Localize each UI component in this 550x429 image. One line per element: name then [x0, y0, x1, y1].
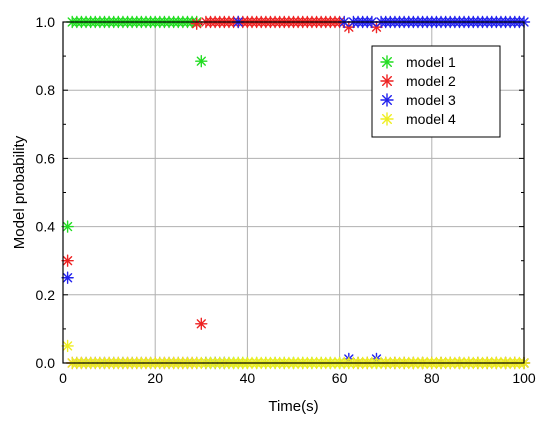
x-axis-label: Time(s)	[268, 398, 318, 415]
y-tick-label: 0.0	[36, 355, 56, 371]
legend-item-model-2: model 2	[380, 73, 456, 89]
data-point	[61, 220, 74, 233]
y-tick-label: 0.2	[36, 287, 56, 303]
legend-item-model-4: model 4	[380, 111, 456, 127]
legend-marker-icon	[380, 74, 394, 88]
data-point	[195, 317, 208, 330]
y-tick-label: 0.8	[36, 82, 56, 98]
data-point	[61, 271, 74, 284]
x-tick-label: 20	[147, 370, 163, 386]
x-tick-label: 40	[240, 370, 256, 386]
y-tick-label: 0.6	[36, 150, 56, 166]
legend-label-model-2: model 2	[406, 73, 456, 89]
legend-marker-icon	[380, 93, 394, 107]
x-tick-label: 0	[59, 370, 67, 386]
legend-label-model-1: model 1	[406, 54, 456, 70]
data-point	[190, 17, 203, 30]
legend-item-model-1: model 1	[380, 54, 456, 70]
data-point	[61, 254, 74, 267]
legend-marker-icon	[380, 112, 394, 126]
y-tick-label: 0.4	[36, 219, 56, 235]
legend-marker-model-1	[380, 55, 394, 69]
data-point	[195, 55, 208, 68]
legend: model 1 model 2 model 3 model 4	[371, 45, 501, 138]
legend-label-model-3: model 3	[406, 92, 456, 108]
legend-marker-model-4	[380, 112, 394, 126]
legend-marker-icon	[380, 55, 394, 69]
legend-label-model-4: model 4	[406, 111, 456, 127]
legend-marker-model-3	[380, 93, 394, 107]
x-tick-label: 100	[512, 370, 536, 386]
x-tick-label: 80	[424, 370, 440, 386]
data-point	[61, 339, 74, 353]
y-tick-label: 1.0	[36, 14, 56, 30]
legend-item-model-3: model 3	[380, 92, 456, 108]
plot-frame	[62, 21, 525, 364]
legend-marker-model-2	[380, 74, 394, 88]
legend-box	[371, 45, 501, 138]
y-axis-label: Model probability	[11, 135, 28, 249]
x-tick-label: 60	[332, 370, 348, 386]
